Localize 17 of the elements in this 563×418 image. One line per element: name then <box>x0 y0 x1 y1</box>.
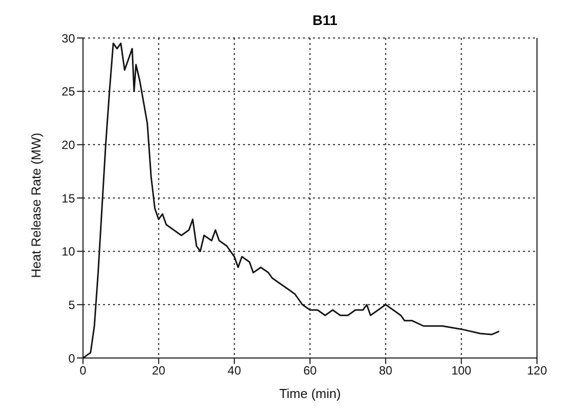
y-tick-label: 25 <box>62 84 76 99</box>
x-axis-title: Time (min) <box>279 386 341 401</box>
x-tick-label: 120 <box>526 364 548 378</box>
y-tick-label: 0 <box>68 351 76 366</box>
y-tick-label: 20 <box>62 138 76 152</box>
x-tick-label: 20 <box>152 364 166 378</box>
y-tick-label: 5 <box>68 298 76 312</box>
y-axis-title: Heat Release Rate (MW) <box>28 132 44 278</box>
x-tick-label: 80 <box>378 364 393 378</box>
x-tick-label: 60 <box>303 364 317 378</box>
y-tick-label: 10 <box>62 244 76 259</box>
y-tick-label: 30 <box>62 31 76 46</box>
chart-title: B11 <box>312 12 338 28</box>
x-tick-label: 100 <box>451 364 472 378</box>
y-tick-label: 15 <box>62 191 76 206</box>
x-tick-label: 0 <box>80 364 87 378</box>
x-tick-label: 40 <box>228 364 242 378</box>
